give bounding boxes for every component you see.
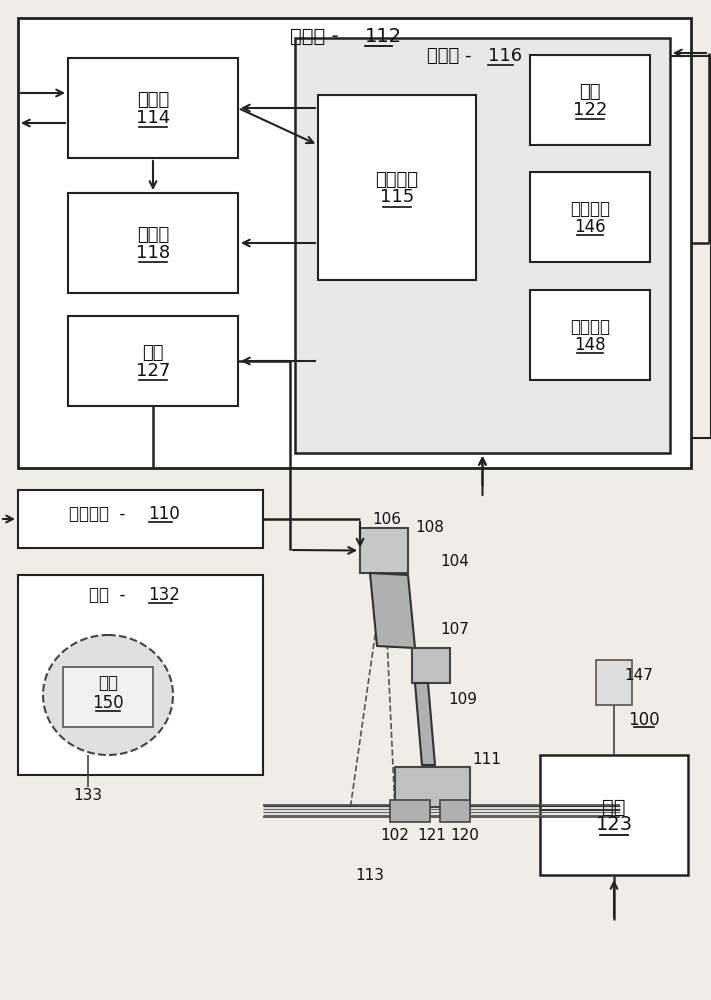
Text: 100: 100 [629,711,660,729]
FancyBboxPatch shape [318,95,476,280]
Polygon shape [415,683,435,765]
Text: 146: 146 [574,218,606,236]
Text: 接口: 接口 [142,344,164,362]
Text: 控制系统: 控制系统 [375,170,419,188]
Text: 123: 123 [595,816,633,834]
FancyBboxPatch shape [395,767,470,807]
Text: 122: 122 [573,101,607,119]
Text: 106: 106 [372,512,401,528]
Text: 133: 133 [73,788,102,802]
FancyBboxPatch shape [390,800,430,822]
Text: 显示器: 显示器 [137,226,169,244]
Text: 120: 120 [451,828,479,842]
Text: 图像: 图像 [579,83,601,101]
FancyBboxPatch shape [412,648,450,683]
Text: 术前图像: 术前图像 [570,200,610,218]
Text: 121: 121 [417,828,447,842]
Text: 118: 118 [136,244,170,262]
Text: 107: 107 [440,622,469,638]
Text: 108: 108 [415,520,444,536]
Text: 存储器 -: 存储器 - [427,47,478,65]
Text: 114: 114 [136,109,170,127]
Text: 113: 113 [356,867,385,882]
Text: 体积  -: 体积 - [89,586,136,604]
FancyBboxPatch shape [63,667,153,727]
Text: 127: 127 [136,362,170,380]
Text: 116: 116 [488,47,522,65]
Ellipse shape [43,635,173,755]
Text: 148: 148 [574,336,606,354]
FancyBboxPatch shape [68,58,238,158]
FancyBboxPatch shape [360,528,408,573]
Text: 109: 109 [448,692,477,708]
Text: 150: 150 [92,694,124,712]
FancyBboxPatch shape [530,55,650,145]
Text: 132: 132 [149,586,181,604]
Text: 工作站 -: 工作站 - [289,26,345,45]
FancyBboxPatch shape [440,800,470,822]
Polygon shape [370,573,415,648]
FancyBboxPatch shape [68,193,238,293]
Text: 目标: 目标 [98,674,118,692]
Text: 图像生成: 图像生成 [570,318,610,336]
Text: 104: 104 [440,554,469,570]
Text: 成像系统  -: 成像系统 - [69,505,136,523]
Text: 102: 102 [380,828,410,842]
FancyBboxPatch shape [18,575,263,775]
FancyBboxPatch shape [68,316,238,406]
FancyBboxPatch shape [530,172,650,262]
FancyBboxPatch shape [530,290,650,380]
Text: 111: 111 [472,752,501,768]
FancyBboxPatch shape [18,490,263,548]
FancyBboxPatch shape [295,38,670,453]
Text: 147: 147 [624,668,653,682]
Text: 112: 112 [365,26,402,45]
Text: 115: 115 [380,188,414,207]
FancyBboxPatch shape [596,660,632,705]
FancyBboxPatch shape [18,18,691,468]
Text: 处理器: 处理器 [137,91,169,109]
Text: 110: 110 [149,505,181,523]
FancyBboxPatch shape [540,755,688,875]
Text: 抒吸: 抒吸 [602,798,626,816]
